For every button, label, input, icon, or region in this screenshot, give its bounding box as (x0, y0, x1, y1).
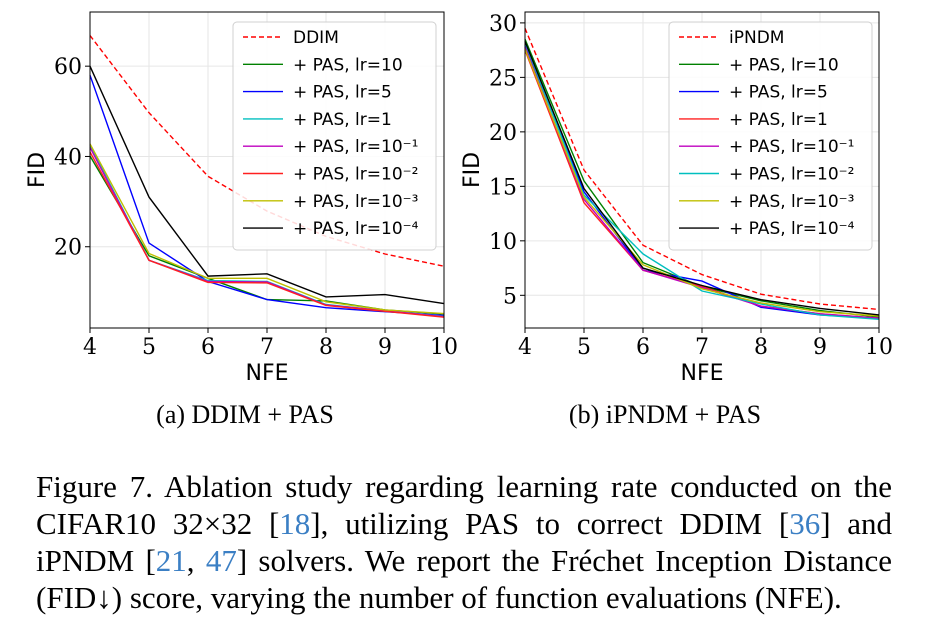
y-tick-label: 5 (503, 284, 517, 309)
caption-text: ] solvers. We report the Fréchet Incepti… (36, 543, 893, 615)
x-tick-label: 5 (142, 335, 156, 360)
legend-label-0: DDIM (293, 28, 339, 48)
legend-label-3: + PAS, lr=1 (293, 110, 392, 130)
y-axis-label: FID (25, 152, 50, 188)
subcaption: (b) iPNDM + PAS (569, 400, 761, 429)
legend-label-2: + PAS, lr=5 (293, 83, 392, 103)
chart-panel-a: 4 5 6 7 8 9 10 20 40 60 NFE FID DDIM + PAS, lr=10 + PA… (25, 11, 458, 429)
legend-box (232, 21, 437, 251)
legend-label-1: + PAS, lr=10 (293, 55, 403, 75)
legend-label-7: + PAS, lr=10⁻⁴ (729, 219, 855, 239)
legend-label-6: + PAS, lr=10⁻³ (729, 192, 854, 212)
x-tick-label: 10 (865, 335, 893, 360)
y-tick-label: 40 (54, 145, 82, 170)
caption-text: , (186, 543, 206, 578)
series-line-6 (524, 48, 880, 317)
legend-label-5: + PAS, lr=10⁻² (293, 165, 418, 185)
y-tick-label: 60 (54, 55, 82, 80)
x-tick-label: 6 (636, 335, 650, 360)
legend-label-4: + PAS, lr=10⁻¹ (729, 137, 854, 157)
x-tick-label: 10 (430, 335, 458, 360)
legend-label-1: + PAS, lr=10 (729, 55, 839, 75)
legend-box (668, 21, 873, 251)
x-tick-label: 8 (754, 335, 768, 360)
y-axis-label: FID (460, 152, 485, 188)
citation-link[interactable]: 18 (279, 506, 311, 541)
citation-link[interactable]: 21 (155, 543, 187, 578)
x-axis-label: NFE (680, 361, 723, 386)
series-line-7 (89, 65, 445, 305)
y-tick-label: 20 (54, 236, 82, 261)
chart-panel-b: 4 5 6 7 8 9 10 5 10 15 20 25 30 NFE FID iPNDM + PAS, lr=… (460, 11, 893, 429)
caption-text: Figure 7. Ablation study regarding learn… (36, 469, 892, 541)
series-line-5 (89, 151, 445, 318)
y-tick-label: 20 (489, 121, 517, 146)
legend-label-2: + PAS, lr=5 (729, 83, 828, 103)
legend-label-3: + PAS, lr=1 (729, 110, 828, 130)
series-line-0 (524, 28, 880, 311)
legend-label-7: + PAS, lr=10⁻⁴ (293, 219, 419, 239)
legend: DDIM + PAS, lr=10 + PAS, lr=5 + PAS, lr=1 + … (232, 21, 437, 251)
legend-label-6: + PAS, lr=10⁻³ (293, 192, 418, 212)
y-tick-label: 25 (489, 66, 517, 91)
y-tick-label: 10 (489, 230, 517, 255)
x-axis-label: NFE (245, 361, 288, 386)
legend-label-5: + PAS, lr=10⁻² (729, 165, 854, 185)
x-tick-label: 4 (83, 335, 97, 360)
x-tick-label: 9 (813, 335, 827, 360)
x-tick-label: 6 (201, 335, 215, 360)
x-tick-label: 8 (319, 335, 333, 360)
x-tick-label: 7 (695, 335, 709, 360)
series-line-7 (524, 41, 880, 316)
subcaption: (a) DDIM + PAS (156, 400, 334, 429)
y-tick-label: 30 (489, 12, 517, 37)
citation-link[interactable]: 47 (205, 543, 237, 578)
x-tick-label: 7 (260, 335, 274, 360)
caption-text: ] and iPNDM [ (36, 506, 892, 578)
series-line-5 (524, 42, 880, 320)
y-tick-label: 15 (489, 175, 517, 200)
citation-link[interactable]: 36 (789, 506, 821, 541)
legend-label-0: iPNDM (729, 28, 784, 48)
figure-caption: Figure 7. Ablation study regarding learn… (36, 468, 892, 616)
x-tick-label: 4 (518, 335, 532, 360)
caption-text: ], utilizing PAS to correct DDIM [ (310, 506, 790, 541)
x-tick-label: 9 (378, 335, 392, 360)
legend: iPNDM + PAS, lr=10 + PAS, lr=5 + PAS, lr=1 +… (668, 21, 873, 251)
legend-label-4: + PAS, lr=10⁻¹ (293, 137, 418, 157)
x-tick-label: 5 (577, 335, 591, 360)
series-line-4 (524, 46, 880, 319)
series-line-6 (89, 143, 445, 315)
